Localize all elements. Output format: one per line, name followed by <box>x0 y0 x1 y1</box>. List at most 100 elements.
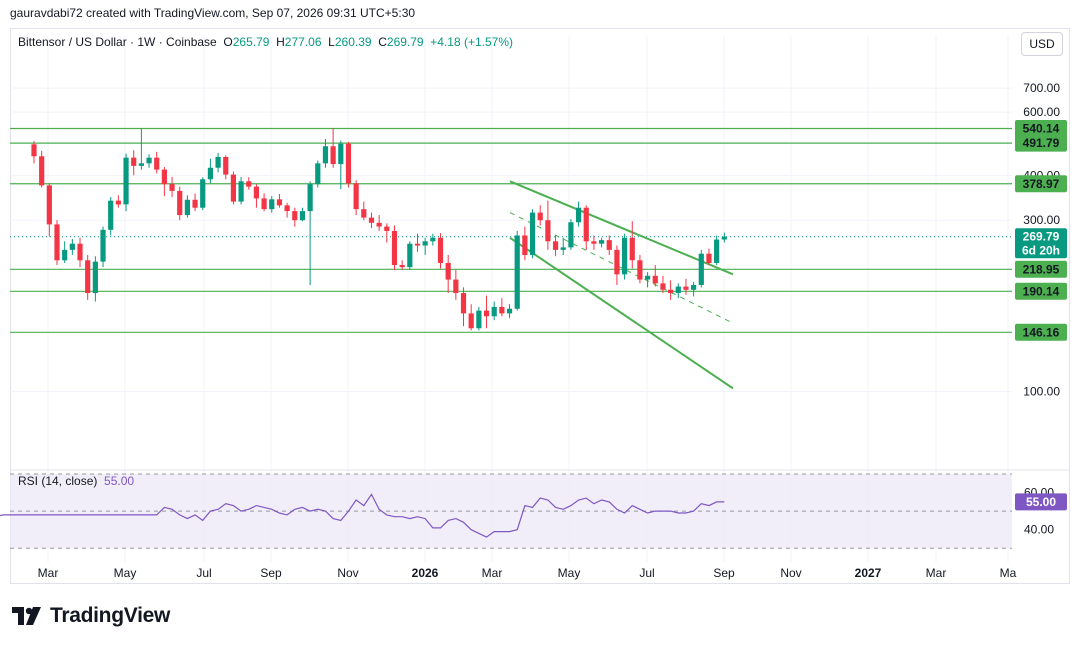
candle-body <box>583 207 589 242</box>
candle-body <box>307 184 313 212</box>
candle <box>146 154 152 168</box>
price-tick-label: 100.00 <box>1023 384 1060 398</box>
candle-body <box>230 174 237 202</box>
candle <box>529 209 536 259</box>
last-price-badge-bg <box>1015 228 1067 259</box>
candle <box>568 219 574 250</box>
candle <box>200 177 206 211</box>
level-badge-bg <box>1015 323 1067 341</box>
candle <box>476 306 482 331</box>
candle-body <box>698 253 704 285</box>
candle <box>223 155 229 180</box>
chart-credit: gauravdabi72 created with TradingView.co… <box>10 6 416 20</box>
candle <box>184 195 190 218</box>
candle <box>675 283 681 299</box>
last-price-badge-text: 269.79 <box>1023 230 1060 244</box>
candle <box>115 195 121 208</box>
candle-body <box>652 275 658 284</box>
candle <box>338 140 344 190</box>
candle-body <box>706 253 712 263</box>
candle-body <box>598 240 605 244</box>
time-tick-label: Jul <box>639 566 654 580</box>
candle-body <box>31 144 37 157</box>
candle-body <box>575 207 582 223</box>
candle <box>261 193 267 212</box>
candle <box>522 226 528 261</box>
time-tick-label: Nov <box>337 566 358 580</box>
level-badge: 540.14 <box>1015 120 1067 138</box>
time-tick-label: Mar <box>482 566 503 580</box>
time-axis-ticks: Mar May Jul Sep Nov 2026 Mar May Jul Sep Nov 2027 Ma… <box>38 566 1017 580</box>
candle-body <box>299 211 306 221</box>
candle-body <box>292 211 298 221</box>
candle-body <box>445 262 451 280</box>
candle-body <box>629 237 635 261</box>
horizontal-levels <box>10 127 1012 333</box>
time-tick-label: May <box>558 566 581 580</box>
rsi-value: 55.00 <box>104 474 135 488</box>
candle <box>560 237 566 255</box>
candle <box>437 233 444 269</box>
candle-body <box>269 199 275 210</box>
candle <box>399 260 405 270</box>
candle <box>39 150 45 188</box>
level-badge-text: 491.79 <box>1023 136 1060 150</box>
time-tick-label: Mar <box>38 566 59 580</box>
candle <box>292 207 298 227</box>
candle <box>445 254 451 294</box>
candle <box>598 237 605 248</box>
currency-button[interactable]: USD <box>1021 32 1063 56</box>
candle-body <box>154 157 160 170</box>
candle-body <box>330 146 336 165</box>
candle-body <box>62 249 68 261</box>
candle-body <box>537 212 543 221</box>
candle-body <box>560 247 566 250</box>
candle-body <box>131 157 137 166</box>
candle <box>714 235 720 266</box>
candle <box>69 238 75 255</box>
candle <box>606 235 612 255</box>
candle <box>238 176 244 205</box>
candle-body <box>691 284 697 290</box>
close-value: 269.79 <box>386 35 424 49</box>
candle-body <box>146 157 152 164</box>
candle-body <box>391 230 398 266</box>
candle-body <box>645 275 651 280</box>
candle <box>154 151 160 174</box>
candle-body <box>85 260 91 294</box>
candle-body <box>675 286 681 294</box>
candle-body <box>384 226 390 231</box>
candle-body <box>476 310 482 329</box>
candle-body <box>376 222 382 227</box>
rsi-badge-text: 55.00 <box>1026 495 1056 509</box>
candle <box>31 141 37 164</box>
candle-body <box>721 236 727 240</box>
candle <box>721 232 727 243</box>
candle <box>545 200 551 250</box>
time-tick-label: Jul <box>196 566 211 580</box>
level-badge-bg <box>1015 134 1067 152</box>
candle <box>591 235 597 250</box>
candle-body <box>345 143 352 184</box>
candle <box>621 233 628 280</box>
level-badge: 491.79 <box>1015 134 1067 152</box>
candle <box>169 176 175 198</box>
rsi-panel <box>10 473 1012 549</box>
candle <box>246 177 252 190</box>
tradingview-logo[interactable]: TradingView <box>12 604 170 628</box>
price-tick-label: 700.00 <box>1023 81 1060 95</box>
candle <box>100 226 106 268</box>
candle-body <box>591 241 597 244</box>
candle <box>361 201 367 221</box>
candle <box>537 205 543 226</box>
candle-body <box>506 308 513 314</box>
candle-body <box>223 156 229 175</box>
candle-body <box>123 157 129 205</box>
rsi-tick-label: 40.00 <box>1024 523 1054 537</box>
candle <box>652 265 658 287</box>
candle-body <box>54 224 60 261</box>
candle <box>668 280 674 300</box>
candle-body <box>39 156 45 186</box>
candle <box>307 181 313 285</box>
